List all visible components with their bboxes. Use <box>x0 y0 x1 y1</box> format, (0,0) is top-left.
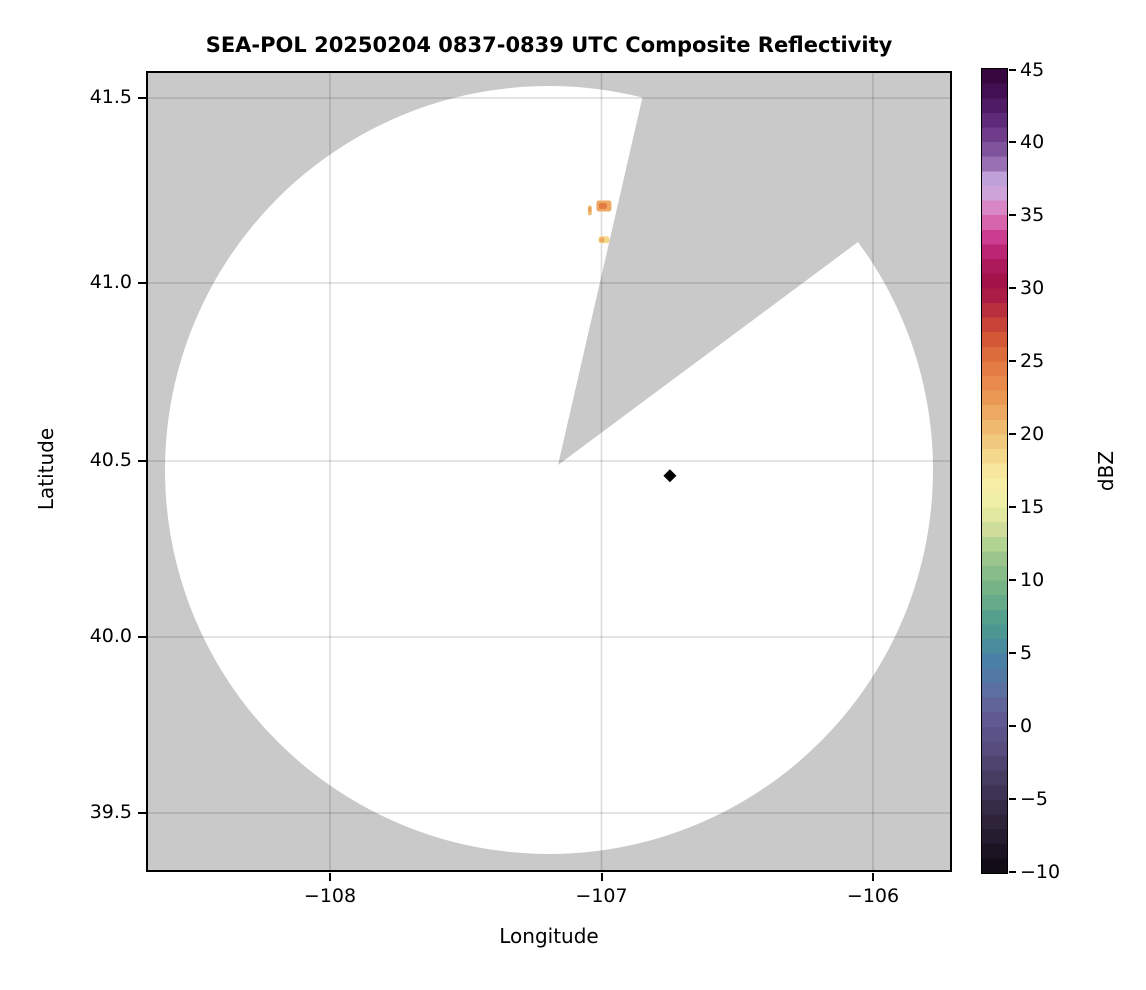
y-tick-mark <box>138 636 146 638</box>
colorbar-tick-mark <box>1009 141 1016 144</box>
y-tick-mark <box>138 282 146 284</box>
x-tick-label: −107 <box>575 885 628 907</box>
x-tick-mark <box>600 873 603 881</box>
echo-core-cell <box>588 206 591 212</box>
x-tick-mark <box>329 873 331 881</box>
colorbar-tick-mark <box>1009 870 1016 873</box>
colorbar-tick-mark <box>1009 68 1016 71</box>
colorbar-tick-label: 30 <box>1020 277 1045 300</box>
colorbar-tick-label: 10 <box>1020 568 1045 591</box>
x-tick-label: −108 <box>303 885 357 907</box>
colorbar-tick-label: 15 <box>1020 495 1045 518</box>
colorbar-tick-mark <box>1009 505 1016 508</box>
colorbar-tick-label: 45 <box>1020 58 1045 81</box>
colorbar-label: dBZ <box>1094 450 1118 492</box>
x-tick-mark <box>872 873 874 881</box>
echo-core-cell <box>598 203 607 210</box>
colorbar-tick-label: 5 <box>1020 641 1033 664</box>
colorbar <box>981 68 1008 874</box>
y-axis-label: Latitude <box>34 427 58 511</box>
blocked-sector <box>558 95 858 465</box>
x-tick-label: −106 <box>846 885 900 907</box>
y-tick-label: 40.0 <box>89 624 132 647</box>
colorbar-tick-label: 35 <box>1020 204 1045 227</box>
colorbar-tick-mark <box>1009 651 1016 654</box>
colorbar-tick-label: 40 <box>1020 131 1045 154</box>
x-axis-label: Longitude <box>499 924 599 948</box>
map-plot-area <box>146 71 952 872</box>
y-tick-label: 41.0 <box>89 270 132 293</box>
radar-plot-canvas <box>148 73 950 870</box>
colorbar-tick-label: 20 <box>1020 423 1045 446</box>
chart-title: SEA-POL 20250204 0837-0839 UTC Composite… <box>205 33 893 57</box>
colorbar-tick-mark <box>1009 360 1016 363</box>
y-tick-label: 40.5 <box>89 448 132 471</box>
site-marker-diamond <box>663 469 677 483</box>
colorbar-tick-label: −5 <box>1020 787 1049 810</box>
colorbar-tick-mark <box>1009 214 1016 217</box>
colorbar-tick-label: 0 <box>1020 714 1033 737</box>
y-tick-mark <box>138 97 146 99</box>
colorbar-tick-label: −10 <box>1020 860 1061 883</box>
y-tick-label: 41.5 <box>89 85 132 108</box>
colorbar-tick-mark <box>1009 724 1016 727</box>
y-tick-mark <box>138 812 146 814</box>
colorbar-tick-mark <box>1009 287 1016 290</box>
colorbar-tick-label: 25 <box>1020 350 1045 373</box>
y-tick-label: 39.5 <box>89 800 132 823</box>
colorbar-tick-mark <box>1009 433 1016 436</box>
colorbar-tick-mark <box>1009 797 1016 800</box>
colorbar-tick-mark <box>1009 578 1016 581</box>
y-tick-mark <box>138 460 146 462</box>
echo-core-cell <box>599 237 605 243</box>
